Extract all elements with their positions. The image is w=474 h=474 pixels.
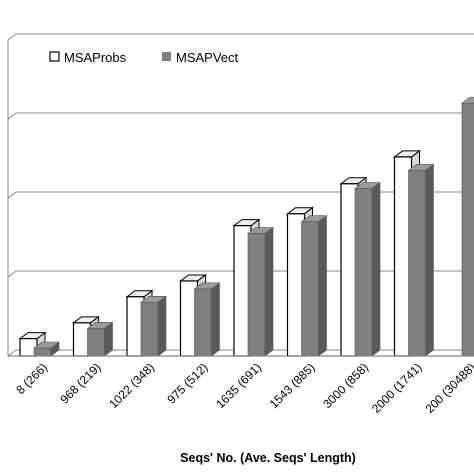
bar-front xyxy=(461,102,474,357)
legend: MSAProbs MSAPVect xyxy=(49,50,239,65)
bar-msapvect-1 xyxy=(86,321,114,357)
legend-swatch-msapvect xyxy=(162,52,171,61)
bar-front xyxy=(194,288,212,357)
bar-msapvect-5 xyxy=(300,215,328,357)
x-tick-label: 2000 (1741) xyxy=(369,360,425,416)
bar-msapvect-4 xyxy=(247,226,274,357)
x-tick-labels: 8 (266) 968 (219) 1022 (348) 975 (512) 1635 … xyxy=(13,360,474,416)
gridline-depth xyxy=(7,349,17,357)
legend-swatch-msaprobs xyxy=(49,51,60,62)
gridline-depth xyxy=(7,270,17,278)
x-tick-label: 8 (266) xyxy=(13,360,50,397)
bar-msapvect-6 xyxy=(354,181,381,357)
x-tick-label: 200 (30488) xyxy=(422,360,474,416)
bar-msapvect-8 xyxy=(461,96,474,357)
gridline-depth xyxy=(7,33,17,41)
bar-side xyxy=(371,181,381,357)
bar-front xyxy=(247,233,266,357)
bar-msapvect-7 xyxy=(407,163,435,357)
bar-msapvect-0 xyxy=(33,341,60,357)
bar-front xyxy=(354,188,373,357)
x-tick-label: 3000 (858) xyxy=(320,360,371,411)
bar-side xyxy=(425,163,434,357)
bar-front xyxy=(140,301,159,357)
bar-msapvect-3 xyxy=(193,282,221,357)
bar-front xyxy=(33,347,52,357)
bar-front xyxy=(408,170,426,357)
bar-msapvect-2 xyxy=(140,295,167,357)
bar-side xyxy=(318,215,327,357)
bar-front xyxy=(87,328,105,357)
x-tick-label: 1543 (885) xyxy=(267,360,318,411)
bars xyxy=(18,96,474,357)
x-tick-label: 968 (219) xyxy=(57,360,103,406)
x-tick-label: 1635 (691) xyxy=(213,360,264,411)
x-tick-label: 975 (512) xyxy=(164,360,210,406)
bar-side xyxy=(211,282,220,357)
legend-label-msapvect: MSAPVect xyxy=(176,50,239,65)
gridline-depth xyxy=(7,112,17,120)
x-tick-label: 1022 (348) xyxy=(106,360,157,411)
bar-side xyxy=(264,226,274,357)
bar-side xyxy=(157,295,167,357)
legend-label-msaprobs: MSAProbs xyxy=(64,50,127,65)
bar-front xyxy=(301,221,319,357)
x-axis-title: Seqs' No. (Ave. Seqs' Length) xyxy=(180,451,356,465)
gridline-depth xyxy=(7,191,17,199)
bar-top xyxy=(461,96,474,104)
